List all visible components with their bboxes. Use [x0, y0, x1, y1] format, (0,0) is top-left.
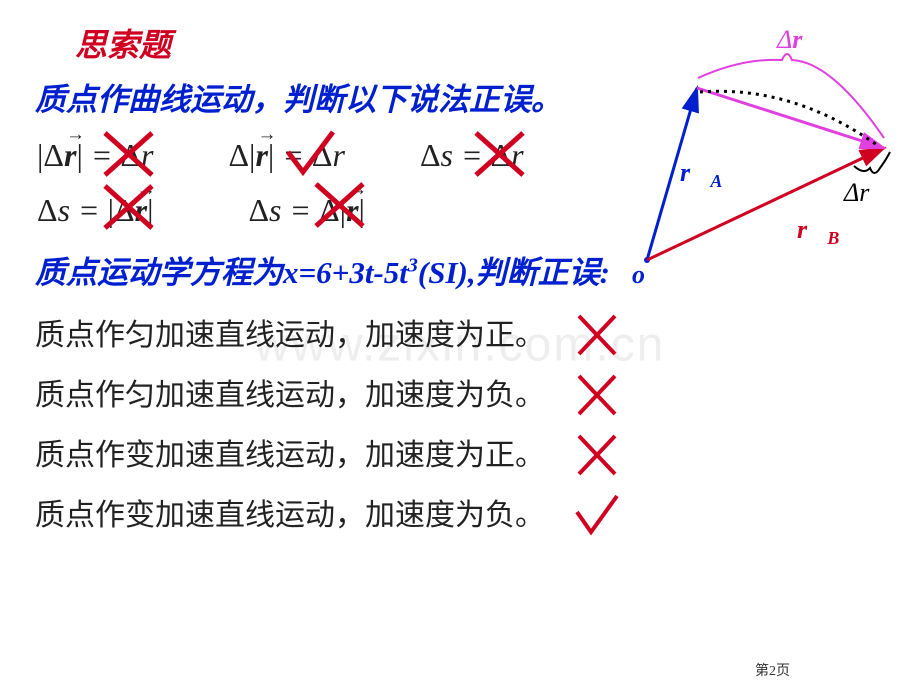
page-number: 第2页 [755, 660, 790, 680]
statement-text: 质点作匀加速直线运动，加速度为负。 [35, 370, 545, 414]
statement-text: 质点作匀加速直线运动，加速度为正。 [35, 310, 545, 354]
statement-2: 质点作匀加速直线运动，加速度为负。 [35, 370, 885, 414]
diagram-svg [602, 30, 902, 290]
subtitle2-suffix: (SI),判断正误: [418, 255, 610, 290]
check-icon [573, 492, 623, 532]
eq-1-3: Δs = Δr [420, 137, 524, 174]
eq-1-1: |Δr→| = Δr [37, 137, 153, 174]
statement-text: 质点作变加速直线运动，加速度为正。 [35, 430, 545, 474]
eq-1-2: Δ|r→| = Δr [228, 137, 344, 174]
eq-2-2: Δs = Δ|r→| [248, 192, 364, 229]
delta-r-vec-label: Δr⃗ [777, 25, 823, 55]
statement-3: 质点作变加速直线运动，加速度为正。 [35, 430, 885, 474]
vector-diagram: o r⃗A r⃗B Δr⃗ Δr [602, 30, 902, 290]
statement-text: 质点作变加速直线运动，加速度为负。 [35, 490, 545, 534]
rB-label: r⃗B [797, 215, 839, 249]
statement-4: 质点作变加速直线运动，加速度为负。 [35, 490, 885, 534]
subtitle2-prefix: 质点运动学方程为 [35, 255, 283, 290]
subtitle2-equation: x=6+3t-5t3 [283, 255, 418, 290]
statement-1: 质点作匀加速直线运动，加速度为正。 [35, 310, 885, 354]
cross-icon [573, 312, 623, 352]
origin-label: o [632, 260, 645, 290]
cross-icon [573, 372, 623, 412]
cross-icon [573, 432, 623, 472]
rA-label: r⃗A [680, 158, 722, 192]
eq-2-1: Δs = |Δr→| [37, 192, 153, 229]
delta-r-label: Δr [844, 178, 869, 208]
